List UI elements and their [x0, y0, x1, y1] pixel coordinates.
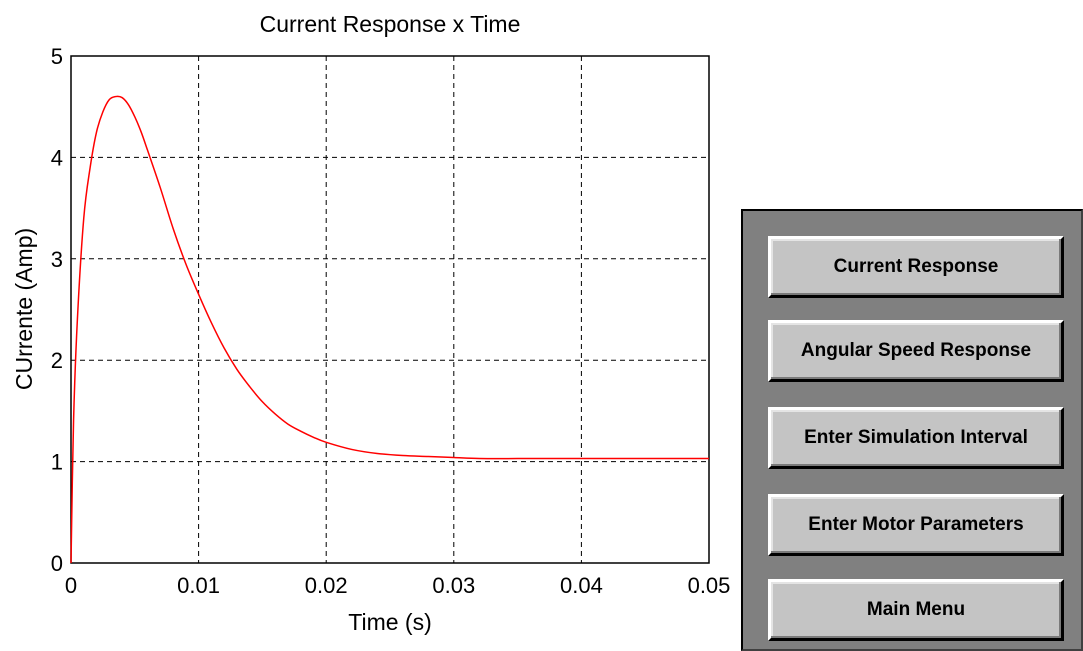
current-response-button[interactable]: Current Response	[768, 236, 1064, 298]
y-tick-label: 1	[51, 450, 63, 475]
grid-lines	[71, 56, 709, 563]
main-menu-button[interactable]: Main Menu	[768, 579, 1064, 641]
x-tick-label: 0.02	[305, 573, 348, 598]
x-tick-label: 0.01	[177, 573, 220, 598]
x-tick-label: 0.03	[432, 573, 475, 598]
y-tick-label: 5	[51, 44, 63, 69]
y-tick-label: 4	[51, 145, 63, 170]
current-series-line	[70, 95, 709, 564]
y-tick-label: 0	[51, 551, 63, 576]
chart-title: Current Response x Time	[260, 11, 521, 37]
y-tick-label: 2	[51, 348, 63, 373]
enter-motor-parameters-button[interactable]: Enter Motor Parameters	[768, 494, 1064, 556]
y-tick-label: 3	[51, 247, 63, 272]
x-tick-label: 0.05	[688, 573, 731, 598]
enter-simulation-interval-button[interactable]: Enter Simulation Interval	[768, 407, 1064, 469]
angular-speed-response-button[interactable]: Angular Speed Response	[768, 320, 1064, 382]
x-tick-label: 0	[65, 573, 77, 598]
x-axis-label: Time (s)	[348, 609, 431, 635]
x-tick-label: 0.04	[560, 573, 603, 598]
y-axis-label: CUrrente (Amp)	[11, 228, 37, 390]
series-layer	[70, 95, 709, 564]
tick-labels: 0 0.01 0.02 0.03 0.04 0.05 0 1 2 3 4 5	[51, 44, 731, 598]
control-panel: Current Response Angular Speed Response …	[741, 209, 1083, 651]
current-response-plot: Current Response x Time 0 0.01 0.02 0.03 0.0…	[11, 11, 731, 635]
plot-area-frame	[70, 55, 710, 564]
